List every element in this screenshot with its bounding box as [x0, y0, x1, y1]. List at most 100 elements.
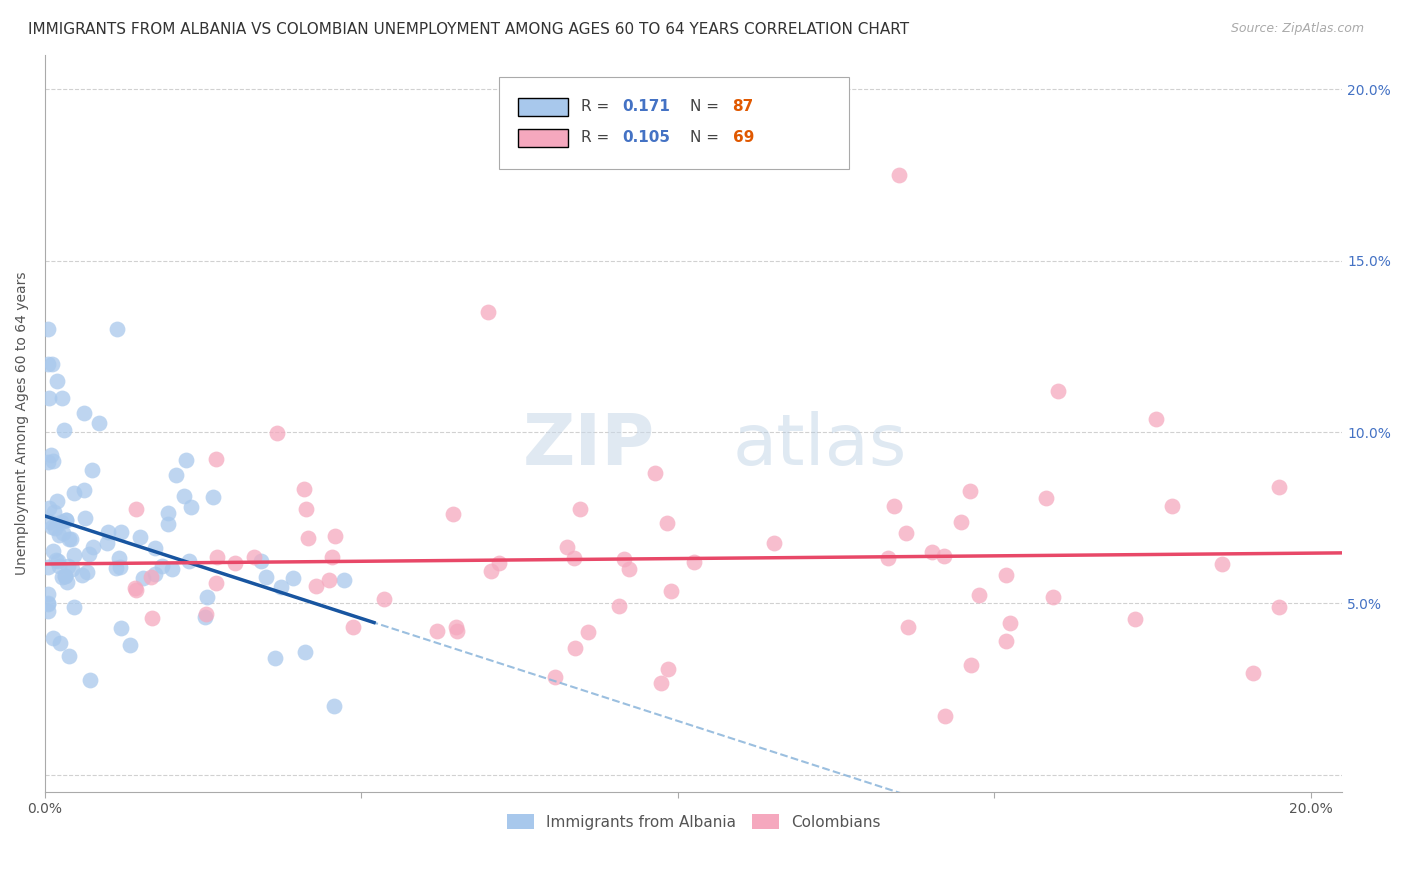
Point	[446, 620, 468, 634]
Point	[104, 561, 127, 575]
Point	[79, 673, 101, 688]
Point	[959, 484, 981, 499]
Point	[52, 526, 75, 541]
Point	[160, 562, 183, 576]
Text: 0.171: 0.171	[623, 99, 671, 114]
Point	[960, 657, 983, 672]
Y-axis label: Unemployment Among Ages 60 to 64 years: Unemployment Among Ages 60 to 64 years	[15, 272, 30, 575]
Point	[38, 501, 60, 516]
Point	[883, 499, 905, 513]
Point	[157, 517, 180, 532]
Point	[105, 322, 128, 336]
Point	[1268, 480, 1291, 494]
Point	[141, 611, 163, 625]
Text: Source: ZipAtlas.com: Source: ZipAtlas.com	[1230, 22, 1364, 36]
Point	[266, 426, 288, 441]
Point	[53, 568, 76, 582]
Point	[305, 579, 328, 593]
Point	[157, 507, 180, 521]
Point	[42, 454, 65, 468]
Point	[51, 516, 73, 530]
Point	[82, 540, 104, 554]
Point	[342, 620, 364, 634]
Text: R =: R =	[581, 130, 614, 145]
Text: 87: 87	[733, 99, 754, 114]
Point	[934, 708, 956, 723]
Point	[564, 550, 586, 565]
Point	[297, 531, 319, 545]
Point	[373, 591, 395, 606]
Point	[70, 568, 93, 582]
Point	[655, 516, 678, 530]
Point	[644, 466, 666, 480]
Text: IMMIGRANTS FROM ALBANIA VS COLOMBIAN UNEMPLOYMENT AMONG AGES 60 TO 64 YEARS CORR: IMMIGRANTS FROM ALBANIA VS COLOMBIAN UNE…	[28, 22, 910, 37]
Point	[224, 556, 246, 570]
Point	[294, 501, 316, 516]
FancyBboxPatch shape	[499, 78, 849, 169]
Point	[60, 562, 83, 576]
Point	[876, 551, 898, 566]
Point	[37, 587, 59, 601]
Point	[49, 636, 72, 650]
Point	[194, 609, 217, 624]
Point	[73, 406, 96, 420]
Point	[544, 670, 567, 684]
Point	[1144, 412, 1167, 426]
Point	[62, 548, 84, 562]
Point	[82, 463, 104, 477]
Point	[1123, 611, 1146, 625]
Point	[37, 597, 59, 611]
Point	[426, 624, 449, 638]
Point	[1042, 590, 1064, 604]
Point	[52, 423, 75, 437]
Point	[51, 570, 73, 584]
Point	[45, 553, 67, 567]
Point	[120, 638, 142, 652]
Point	[994, 568, 1017, 582]
Point	[37, 322, 59, 336]
Point	[294, 645, 316, 659]
Point	[37, 596, 59, 610]
Point	[58, 649, 80, 664]
Point	[897, 619, 920, 633]
Point	[37, 357, 59, 371]
Point	[1046, 384, 1069, 399]
Point	[763, 535, 786, 549]
Point	[77, 547, 100, 561]
Point	[195, 591, 218, 605]
Point	[96, 536, 118, 550]
Point	[51, 391, 73, 405]
Point	[967, 588, 990, 602]
Point	[204, 576, 226, 591]
Text: R =: R =	[581, 99, 614, 114]
Point	[73, 511, 96, 525]
Point	[318, 574, 340, 588]
Point	[37, 604, 59, 618]
Point	[60, 532, 83, 546]
Point	[243, 550, 266, 565]
Point	[125, 582, 148, 597]
Point	[195, 607, 218, 621]
Point	[657, 662, 679, 676]
Point	[56, 574, 79, 589]
Point	[48, 527, 70, 541]
Point	[128, 530, 150, 544]
Point	[76, 565, 98, 579]
Text: N =: N =	[690, 99, 724, 114]
Point	[1035, 491, 1057, 505]
Point	[201, 491, 224, 505]
Point	[48, 554, 70, 568]
Point	[110, 621, 132, 635]
Point	[683, 555, 706, 569]
Point	[613, 551, 636, 566]
Point	[42, 543, 65, 558]
Point	[322, 699, 344, 714]
Legend: Immigrants from Albania, Colombians: Immigrants from Albania, Colombians	[501, 807, 887, 836]
Point	[63, 599, 86, 614]
Point	[564, 640, 586, 655]
Point	[41, 357, 63, 371]
Point	[619, 561, 641, 575]
Point	[477, 305, 499, 319]
Point	[44, 521, 66, 535]
Point	[177, 553, 200, 567]
